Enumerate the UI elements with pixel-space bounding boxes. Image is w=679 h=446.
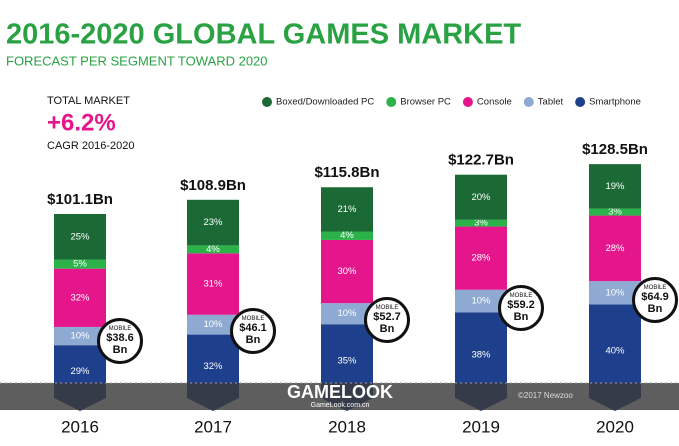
legend-swatch	[462, 97, 473, 107]
segment-label: 30%	[337, 266, 357, 277]
x-tick-label: 2018	[328, 417, 366, 436]
x-tick-label: 2017	[194, 417, 232, 436]
mobile-callout: MOBILE $46.1 Bn	[230, 307, 276, 354]
watermark: GAMELOOK	[287, 382, 393, 402]
bar-segment	[589, 164, 641, 209]
bar-segment	[321, 187, 373, 232]
mobile-callout: MOBILE $59.2 Bn	[498, 285, 544, 332]
legend-label: Browser PC	[400, 97, 451, 108]
mobile-label: MOBILE	[643, 285, 667, 292]
segment-label: 38%	[471, 350, 491, 361]
mobile-label: MOBILE	[108, 326, 132, 333]
legend-label: Console	[477, 97, 512, 108]
legend-swatch	[386, 97, 397, 107]
legend-label: Smartphone	[589, 97, 641, 108]
bar-segment	[54, 259, 106, 269]
segment-label: 32%	[203, 361, 223, 372]
bar-segment	[455, 174, 507, 220]
bar-segment	[455, 289, 507, 313]
bar-segment	[321, 239, 373, 304]
segment-label: 10%	[337, 308, 357, 319]
total-label: $101.1Bn	[47, 191, 113, 208]
summary-value: +6.2%	[47, 109, 116, 136]
bar-segment	[54, 213, 106, 260]
mobile-value: $64.9 Bn	[641, 291, 669, 316]
bar-segment	[54, 268, 106, 327]
segment-label: 10%	[471, 296, 491, 307]
mobile-value: $38.6 Bn	[106, 332, 134, 357]
bar-segment	[455, 226, 507, 290]
total-label: $108.9Bn	[180, 177, 246, 194]
watermark-site: GameLook.com.cn	[311, 402, 370, 409]
legend-label: Tablet	[538, 97, 564, 108]
segment-label: 40%	[605, 346, 625, 357]
segment-label: 21%	[337, 204, 357, 215]
mobile-value: $46.1 Bn	[239, 321, 267, 346]
segment-label: 31%	[203, 279, 223, 290]
chart-title: 2016-2020 GLOBAL GAMES MARKET	[6, 19, 521, 51]
segment-label: 3%	[474, 218, 488, 229]
segment-label: 19%	[605, 181, 625, 192]
segment-label: 25%	[70, 231, 90, 242]
segment-label: 4%	[340, 230, 354, 241]
segment-label: 3%	[608, 207, 622, 218]
segment-label: 29%	[70, 366, 90, 377]
total-label: $115.8Bn	[314, 164, 379, 181]
segment-label: 20%	[471, 192, 491, 203]
segment-label: 4%	[206, 244, 220, 255]
mobile-label: MOBILE	[509, 293, 533, 300]
bar-segment	[54, 326, 106, 346]
bar-segment	[321, 303, 373, 325]
bar-segment	[187, 199, 239, 246]
bar-segment	[589, 208, 641, 216]
mobile-callout: MOBILE $38.6 Bn	[97, 318, 143, 365]
x-tick-label: 2016	[61, 417, 99, 436]
summary-note: CAGR 2016-2020	[47, 140, 134, 152]
legend-label: Boxed/Downloaded PC	[276, 97, 374, 108]
segment-label: 10%	[605, 287, 625, 298]
segment-label: 10%	[203, 319, 223, 330]
bar-segment	[589, 215, 641, 282]
bar-segment	[589, 281, 641, 305]
bar-segment	[321, 231, 373, 240]
bar-segment	[187, 253, 239, 315]
mobile-label: MOBILE	[375, 305, 399, 312]
legend-swatch	[575, 97, 586, 107]
bar-segment	[187, 314, 239, 335]
segment-label: 35%	[337, 356, 357, 367]
summary-label: TOTAL MARKET	[47, 95, 130, 107]
segment-label: 23%	[203, 217, 223, 228]
x-tick-label: 2019	[462, 417, 500, 436]
mobile-callout: MOBILE $52.7 Bn	[364, 297, 410, 344]
mobile-value: $59.2 Bn	[507, 299, 535, 324]
segment-label: 5%	[73, 259, 87, 270]
bar-segment	[455, 219, 507, 227]
mobile-value: $52.7 Bn	[373, 311, 401, 336]
source: ©2017 Newzoo	[518, 391, 573, 400]
total-label: $122.7Bn	[448, 152, 514, 169]
mobile-label: MOBILE	[241, 315, 265, 322]
segment-label: 10%	[70, 331, 90, 342]
segment-label: 28%	[605, 243, 625, 254]
legend-swatch	[262, 97, 272, 107]
footer-banner	[0, 383, 679, 410]
segment-label: 32%	[70, 292, 90, 303]
total-label: $128.5Bn	[582, 141, 648, 158]
bar-segment	[589, 304, 641, 398]
bar-segment	[187, 245, 239, 254]
chart-subtitle: FORECAST PER SEGMENT TOWARD 2020	[6, 53, 268, 68]
segment-label: 28%	[471, 253, 491, 264]
mobile-callout: MOBILE $64.9 Bn	[632, 277, 678, 324]
legend-swatch	[523, 97, 534, 107]
x-tick-label: 2020	[596, 417, 634, 436]
